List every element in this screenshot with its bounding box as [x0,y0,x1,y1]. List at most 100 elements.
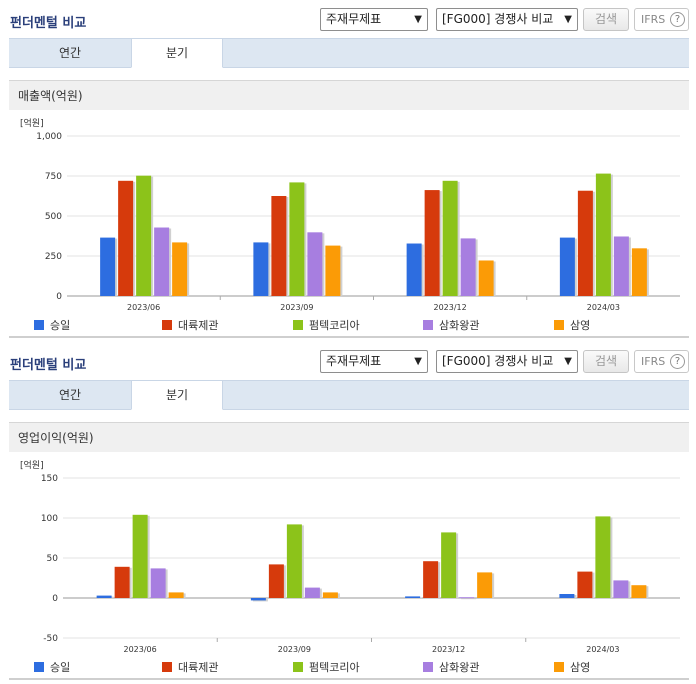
chart-subtitle: 매출액(억원) [9,80,689,110]
bar [595,516,611,598]
period-tabs: 연간 분기 [9,38,689,68]
chart-subtitle: 영업이익(억원) [9,422,689,452]
statement-select-value: 주재무제표 [326,12,382,26]
panel-title: 펀더멘털 비교 [10,358,87,373]
bar [559,594,575,598]
bar [286,524,302,598]
legend-label: 삼영 [570,319,590,332]
y-tick-label: 1,000 [36,132,62,142]
search-button[interactable]: 검색 [583,350,629,373]
legend-label: 펌텍코리아 [309,319,360,332]
bar [136,175,152,296]
x-tick-label: 2024/03 [587,303,620,312]
bar [577,190,593,296]
fundamental-panel-2: 펀더멘털 비교 주재무제표 ▼ [FG000] 경쟁사 비교 ▼ 검색 IFRS… [0,342,696,684]
tab-annual[interactable]: 연간 [58,46,82,60]
bar [459,597,475,599]
y-tick-label: 0 [52,594,58,604]
compare-select[interactable]: [FG000] 경쟁사 비교 ▼ [436,8,578,31]
legend-swatch [423,662,433,672]
bar [613,236,629,296]
x-tick-label: 2024/03 [586,645,619,654]
bar [441,532,457,598]
bar [631,585,647,598]
panel-title: 펀더멘털 비교 [10,16,87,31]
statement-select[interactable]: 주재무제표 ▼ [320,350,428,373]
bar [613,580,629,598]
legend-swatch [34,320,44,330]
legend-label: 삼영 [570,661,590,674]
bar [96,595,112,598]
bar [253,242,269,296]
bar [114,566,130,598]
bar [405,596,421,598]
bar [271,196,287,296]
ifrs-toggle[interactable]: IFRS ? [634,350,689,373]
bar [460,238,476,296]
y-tick-label: 50 [47,554,59,564]
bar [442,180,458,296]
chevron-down-icon: ▼ [414,14,422,25]
legend-label: 승일 [50,660,70,674]
y-tick-label: 500 [45,212,62,222]
bar [118,180,134,296]
legend-label: 승일 [50,318,70,332]
bar-shadow [407,597,423,599]
bar [477,572,493,598]
x-tick-label: 2023/06 [124,645,157,654]
panel-header: 펀더멘털 비교 주재무제표 ▼ [FG000] 경쟁사 비교 ▼ 검색 IFRS… [0,0,696,38]
legend-swatch [34,662,44,672]
legend-swatch [293,320,303,330]
chevron-down-icon: ▼ [564,356,572,367]
bar [132,514,148,598]
statement-select[interactable]: 주재무제표 ▼ [320,8,428,31]
y-tick-label: 250 [45,252,62,262]
bar [322,592,338,598]
chart-area: 매출액(억원) [억원] 0 250 500 750 1,000 2023/06 2023/… [0,80,696,338]
legend-label: 대륙제관 [178,319,218,332]
bar [304,587,320,598]
y-tick-label: -50 [43,634,58,644]
help-icon[interactable]: ? [670,12,685,27]
legend-swatch [162,662,172,672]
divider [9,336,689,338]
unit-label: [억원] [20,459,44,471]
bar [307,232,323,296]
help-icon[interactable]: ? [670,354,685,369]
fundamental-panel-1: 펀더멘털 비교 주재무제표 ▼ [FG000] 경쟁사 비교 ▼ 검색 IFRS… [0,0,696,340]
tab-annual[interactable]: 연간 [58,388,82,402]
tab-quarterly[interactable]: 분기 [131,380,223,410]
legend-swatch [554,320,564,330]
bar [289,182,305,296]
legend-label: 대륙제관 [178,661,218,674]
chart-area: 영업이익(억원) [억원] -50 0 50 100 150 2023/06 2023/09… [0,422,696,680]
x-tick-label: 2023/12 [434,303,467,312]
bar [595,173,611,296]
ifrs-toggle[interactable]: IFRS ? [634,8,689,31]
x-tick-label: 2023/09 [278,645,311,654]
y-tick-label: 0 [56,292,62,302]
ifrs-label: IFRS [641,355,666,368]
legend-swatch [293,662,303,672]
bar [559,237,575,296]
bar [577,571,593,598]
revenue-chart: [억원] 0 250 500 750 1,000 2023/06 2023/09 2023/1… [20,117,680,332]
bar [250,598,266,601]
tab-quarterly[interactable]: 분기 [131,38,223,68]
compare-select[interactable]: [FG000] 경쟁사 비교 ▼ [436,350,578,373]
chevron-down-icon: ▼ [414,356,422,367]
x-tick-label: 2023/12 [432,645,465,654]
statement-select-value: 주재무제표 [326,354,382,368]
bar [100,237,116,296]
legend-swatch [423,320,433,330]
legend-label: 펌텍코리아 [309,661,360,674]
panel-header: 펀더멘털 비교 주재무제표 ▼ [FG000] 경쟁사 비교 ▼ 검색 IFRS… [0,342,696,380]
legend-swatch [162,320,172,330]
operating-profit-chart: [억원] -50 0 50 100 150 2023/06 2023/09 2023/12 20… [20,459,680,674]
y-tick-label: 750 [45,172,62,182]
bar [478,260,494,296]
search-button[interactable]: 검색 [583,8,629,31]
bar [168,592,184,598]
divider [9,678,689,680]
y-tick-label: 100 [41,514,58,524]
